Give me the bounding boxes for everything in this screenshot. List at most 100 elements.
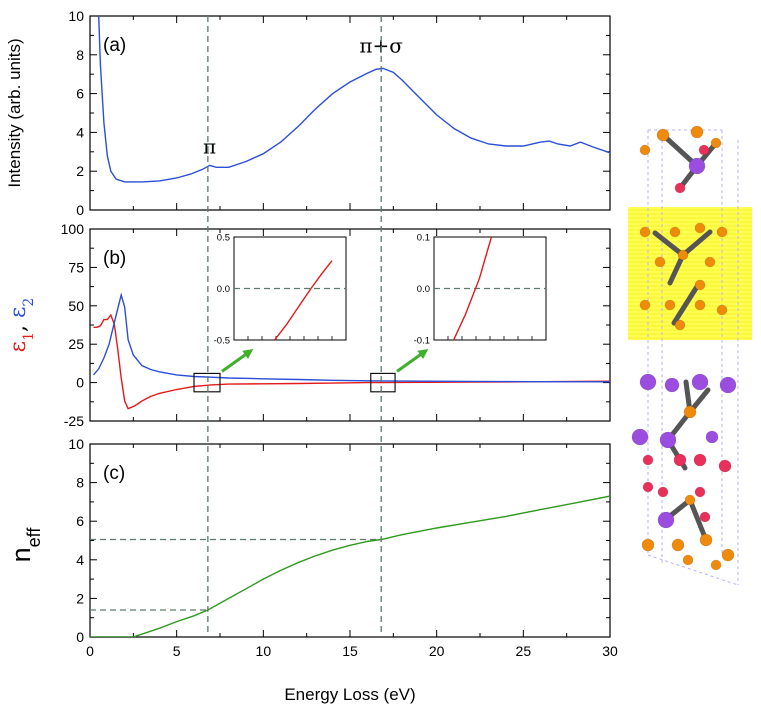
series-line-1 — [93, 313, 610, 410]
atom-orange — [694, 222, 706, 234]
atom-pink — [657, 486, 669, 498]
atomic-bond — [652, 230, 686, 258]
subscript: eff — [24, 527, 44, 548]
x-tick-label: 20 — [429, 643, 445, 659]
peak-annotation: π — [203, 134, 216, 158]
atom-orange — [683, 405, 697, 419]
atom-orange — [716, 226, 728, 238]
y-tick-label: 25 — [68, 336, 84, 352]
subscript: 1 — [21, 332, 37, 341]
atom-pink — [699, 511, 711, 523]
inset-y-tick-label: 0.1 — [417, 233, 430, 244]
atom-orange — [656, 128, 670, 142]
atom-purple — [705, 430, 719, 444]
atom-orange — [641, 538, 655, 552]
atom-orange — [654, 256, 666, 268]
y-axis-label-b: ε1, ε2 — [6, 298, 37, 353]
symbol: n — [6, 547, 36, 562]
atom-purple — [659, 431, 677, 449]
atom-orange — [671, 538, 685, 552]
atom-purple — [657, 511, 675, 529]
y-axis-label-a: Intensity (arb. units) — [5, 38, 24, 187]
inset-y-tick-label: 0.5 — [217, 233, 230, 244]
atom-orange — [721, 548, 735, 562]
atom-pink — [673, 453, 687, 467]
y-tick-label: 6 — [76, 86, 84, 102]
inset-y-tick-label: -0.5 — [214, 336, 230, 347]
zoom-box — [370, 372, 396, 393]
inset-plot: -0.5 0.0 0.5 — [214, 233, 347, 347]
x-tick-label: 5 — [173, 643, 181, 659]
inset-y-tick-label: 0.0 — [417, 284, 430, 295]
symbol: , — [6, 318, 31, 332]
panel-label: (c) — [103, 463, 125, 484]
series-line-2 — [92, 292, 610, 383]
inset-series-line — [452, 237, 493, 340]
zoom-arrow — [396, 349, 429, 373]
atom-pink — [674, 182, 686, 194]
y-tick-label: 75 — [68, 259, 84, 275]
atom-purple — [631, 428, 649, 446]
y-tick-label: 6 — [76, 513, 84, 529]
atom-pink — [718, 459, 732, 473]
x-tick-label: 25 — [516, 643, 532, 659]
atom-orange — [710, 137, 722, 149]
series-line-1 — [90, 495, 610, 637]
inset-y-tick-label: 0.0 — [217, 284, 230, 295]
atom-purple — [719, 376, 737, 394]
y-tick-label: 2 — [76, 590, 84, 606]
y-tick-label: 2 — [76, 163, 84, 179]
atom-purple — [691, 373, 709, 391]
x-tick-label: 0 — [86, 643, 94, 659]
atom-orange — [669, 226, 681, 238]
atom-orange — [684, 494, 696, 506]
zoom-arrow — [221, 349, 254, 373]
atom-pink — [698, 144, 710, 156]
zoom-box — [193, 372, 221, 393]
atomic-bond — [687, 497, 709, 543]
y-tick-label: 0 — [76, 202, 84, 218]
y-tick-label: 100 — [61, 221, 85, 237]
atom-orange — [639, 226, 651, 238]
x-axis-label: Energy Loss (eV) — [284, 685, 415, 704]
y-tick-label: 10 — [68, 436, 84, 452]
subscript: 2 — [21, 298, 37, 307]
y-tick-label: 0 — [76, 629, 84, 645]
y-tick-label: 8 — [76, 475, 84, 491]
inset-plot: -0.1 0.0 0.1 — [414, 233, 547, 347]
inset-series-line — [274, 260, 333, 340]
atom-orange — [694, 299, 706, 311]
atom-orange — [690, 125, 704, 139]
atom-orange — [682, 554, 694, 566]
panel-label: (a) — [103, 35, 126, 56]
atom-orange — [704, 256, 716, 268]
atom-orange — [694, 279, 706, 291]
atom-purple — [688, 157, 706, 175]
series-line-1 — [98, 16, 610, 183]
y-tick-label: 8 — [76, 47, 84, 63]
y-tick-label: 4 — [76, 552, 84, 568]
atomic-bond — [680, 229, 713, 258]
plot-frame — [89, 443, 611, 638]
atom-purple — [664, 377, 680, 393]
vertical-guide-lines — [207, 16, 382, 637]
atom-pink — [642, 454, 654, 466]
atom-orange — [639, 144, 651, 156]
symbol: ε — [6, 341, 31, 352]
atom-purple — [639, 373, 657, 391]
y-axis-label-c: neff — [6, 527, 44, 563]
atom-orange — [664, 299, 676, 311]
panel-c: 0 2 4 6 8 10 0 5 10 15 20 25 30 (c) — [68, 436, 618, 659]
atom-pink — [694, 486, 706, 498]
atom-pink — [693, 453, 707, 467]
symbol: ε — [6, 307, 31, 318]
panel-b: -25 0 25 50 75 100 (b) -0.5 0.0 0.5 -0.1 0.0 0.1 — [61, 221, 611, 429]
atom-orange — [674, 319, 686, 331]
atom-orange — [639, 299, 651, 311]
unit-cell-edge — [647, 554, 739, 586]
crystal-structure-illustration — [628, 125, 752, 586]
atomic-bond — [667, 252, 686, 286]
atom-orange — [710, 559, 722, 571]
